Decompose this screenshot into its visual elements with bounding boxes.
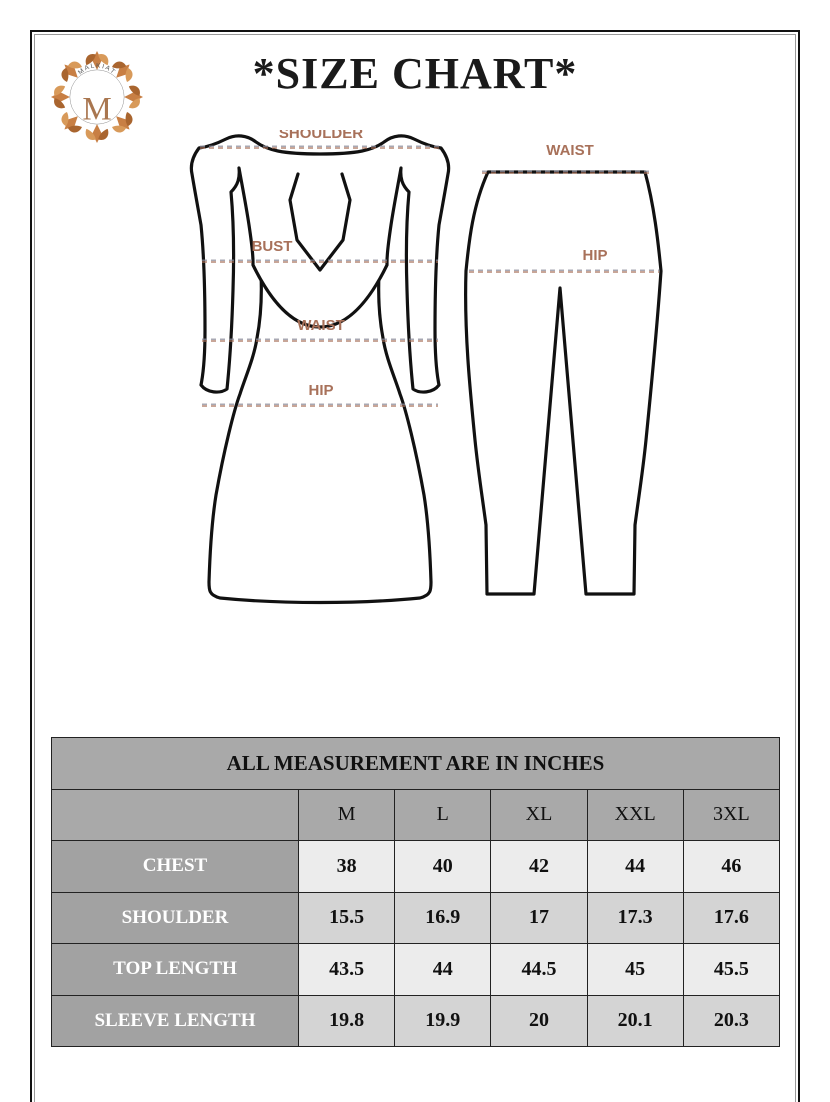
svg-text:HIP: HIP	[308, 382, 333, 399]
svg-text:WAIST: WAIST	[546, 142, 594, 159]
svg-text:WAIST: WAIST	[297, 317, 345, 334]
svg-text:SHOULDER: SHOULDER	[279, 130, 363, 142]
svg-text:BUST: BUST	[252, 238, 293, 255]
svg-text:HIP: HIP	[582, 247, 607, 264]
